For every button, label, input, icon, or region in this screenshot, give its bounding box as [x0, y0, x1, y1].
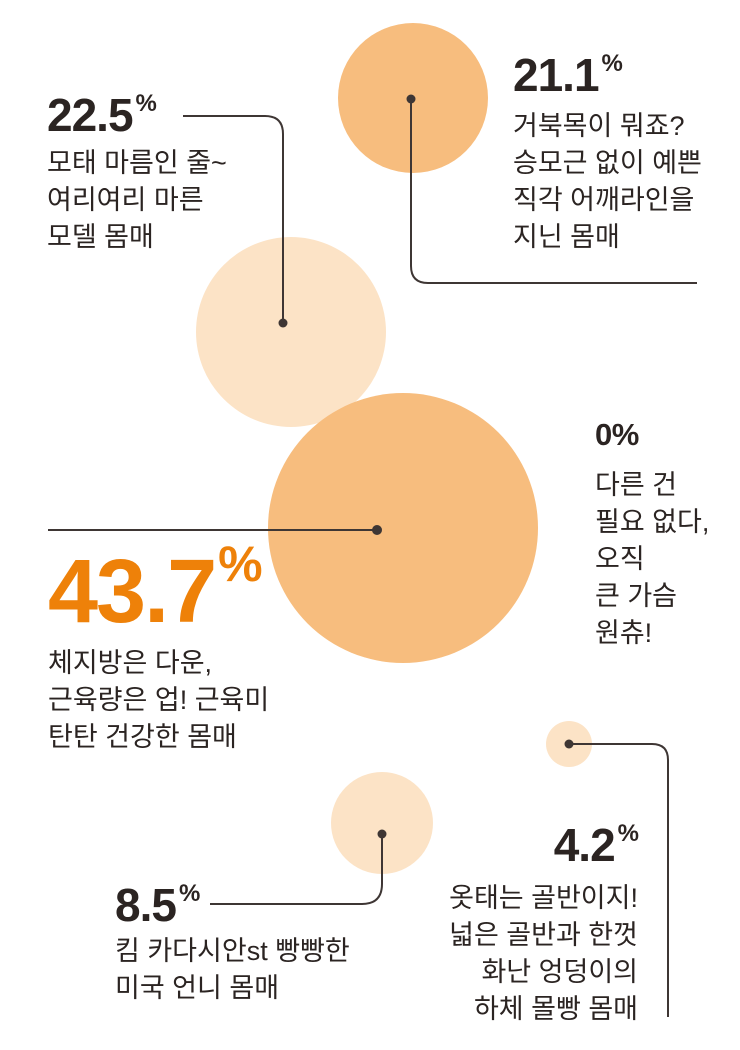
description-line: 넓은 골반과 한껏	[449, 920, 638, 950]
description-slim-model: 모태 마름인 줄~ 여리여리 마른 모델 몸매	[47, 145, 287, 256]
percent-number: 8.5	[115, 879, 177, 931]
percent-number: 43.7	[48, 542, 217, 642]
description-line: 근육량은 업! 근육미	[48, 685, 270, 715]
description-line: 거북목이 뭐죠?	[513, 111, 685, 141]
label-big-chest: 0% 다른 건 필요 없다, 오직 큰 가슴 원츄!	[595, 419, 735, 652]
description-line: 체지방은 다운,	[48, 648, 213, 678]
description-line: 큰 가슴	[595, 581, 678, 611]
bubble-muscular-healthy	[268, 393, 538, 663]
percent-sign: %	[601, 50, 623, 77]
description-straight-shoulders: 거북목이 뭐죠? 승모근 없이 예쁜 직각 어깨라인을 지닌 몸매	[513, 108, 738, 256]
label-wide-pelvis: 4.2% 옷태는 골반이지! 넓은 골반과 한껏 화난 엉덩이의 하체 몰빵 몸…	[400, 819, 639, 1028]
description-line: 킴 카다시안st 빵빵한	[115, 936, 350, 966]
percent-sign: %	[617, 820, 639, 847]
label-muscular-healthy: 43.7% 체지방은 다운, 근육량은 업! 근육미 탄탄 건강한 몸매	[48, 539, 348, 756]
description-wide-pelvis: 옷태는 골반이지! 넓은 골반과 한껏 화난 엉덩이의 하체 몰빵 몸매	[400, 880, 638, 1028]
percent-number: 22.5	[47, 89, 134, 141]
percent-sign: %	[218, 536, 262, 592]
bubble-slim-model	[196, 237, 386, 427]
percent-number: 21.1	[513, 49, 600, 101]
percent-value-kim-kardashian-style: 8.5%	[115, 879, 425, 931]
description-line: 미국 언니 몸매	[115, 973, 280, 1003]
description-line: 화난 엉덩이의	[481, 957, 638, 987]
description-kim-kardashian-style: 킴 카다시안st 빵빵한 미국 언니 몸매	[115, 933, 425, 1007]
description-big-chest: 다른 건 필요 없다, 오직 큰 가슴 원츄!	[595, 467, 735, 652]
percent-number: 4.2	[553, 819, 616, 871]
label-kim-kardashian-style: 8.5% 킴 카다시안st 빵빵한 미국 언니 몸매	[115, 882, 425, 1007]
description-line: 모태 마름인 줄~	[47, 148, 227, 178]
percent-value-wide-pelvis: 4.2%	[400, 819, 639, 871]
description-line: 직각 어깨라인을	[513, 185, 695, 215]
description-line: 원츄!	[595, 618, 653, 648]
percent-sign: %	[135, 90, 157, 117]
description-line: 탄탄 건강한 몸매	[48, 722, 237, 752]
percent-number: 0%	[595, 417, 639, 452]
label-slim-model: 22.5% 모태 마름인 줄~ 여리여리 마른 모델 몸매	[47, 92, 287, 256]
description-line: 옷태는 골반이지!	[449, 883, 638, 913]
description-line: 승모근 없이 예쁜	[513, 148, 702, 178]
description-line: 다른 건	[595, 470, 678, 500]
percent-value-big-chest: 0%	[595, 419, 735, 450]
bubble-wide-pelvis	[546, 721, 592, 767]
bubble-straight-shoulders	[338, 23, 488, 173]
description-line: 모델 몸매	[47, 222, 154, 252]
percent-value-muscular-healthy: 43.7%	[48, 539, 348, 637]
description-line: 필요 없다,	[595, 507, 710, 537]
percent-value-slim-model: 22.5%	[47, 89, 287, 141]
percent-value-straight-shoulders: 21.1%	[513, 49, 738, 101]
description-line: 여리여리 마른	[47, 185, 204, 215]
description-muscular-healthy: 체지방은 다운, 근육량은 업! 근육미 탄탄 건강한 몸매	[48, 645, 348, 756]
percent-sign: %	[178, 880, 200, 907]
label-straight-shoulders: 21.1% 거북목이 뭐죠? 승모근 없이 예쁜 직각 어깨라인을 지닌 몸매	[513, 52, 738, 256]
description-line: 하체 몰빵 몸매	[473, 994, 638, 1024]
description-line: 오직	[595, 544, 645, 574]
description-line: 지닌 몸매	[513, 222, 620, 252]
